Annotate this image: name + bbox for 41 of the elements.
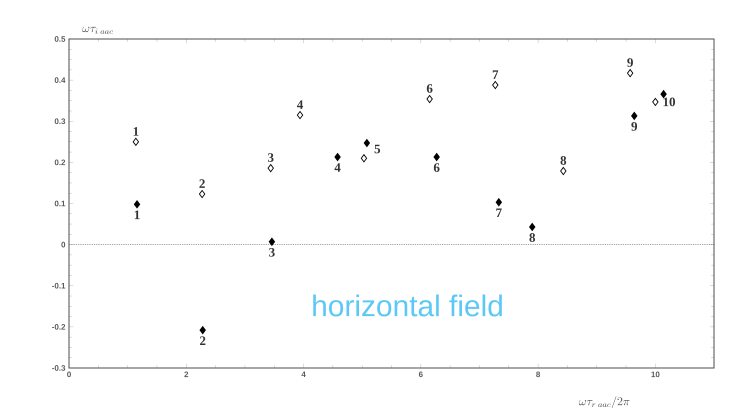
annotation: 8 bbox=[529, 233, 536, 242]
point bbox=[631, 112, 638, 120]
point bbox=[660, 90, 667, 98]
point bbox=[426, 95, 433, 104]
point bbox=[132, 138, 139, 146]
point bbox=[334, 152, 341, 162]
point bbox=[200, 326, 206, 334]
annotation: 8 bbox=[560, 156, 566, 165]
annotation: 1 bbox=[134, 210, 140, 220]
annotation: 2 bbox=[200, 336, 206, 345]
point bbox=[360, 154, 368, 162]
annotation: 4 bbox=[334, 163, 341, 172]
y-axis-title: $\omega\tau_{i\;aac}$ bbox=[82, 26, 113, 34]
point bbox=[529, 222, 536, 231]
point bbox=[434, 152, 440, 162]
point bbox=[560, 166, 566, 176]
point bbox=[496, 198, 502, 206]
annotation: 1 bbox=[134, 127, 138, 136]
annotation: 9 bbox=[631, 122, 638, 131]
point bbox=[268, 238, 276, 246]
x-axis-title: $\omega\tau_{r\;aac}/2\pi$ bbox=[578, 396, 630, 408]
point bbox=[492, 81, 498, 90]
annotation: 7 bbox=[496, 208, 502, 217]
annotation: 3 bbox=[268, 153, 274, 162]
point bbox=[268, 164, 274, 172]
point bbox=[296, 111, 304, 120]
annotation: 2 bbox=[199, 179, 205, 188]
point bbox=[364, 139, 370, 148]
annotation: horizontal field bbox=[313, 294, 502, 316]
annotation: 5 bbox=[374, 144, 380, 154]
point bbox=[198, 190, 206, 198]
annotation: 9 bbox=[627, 58, 633, 67]
point bbox=[134, 200, 140, 208]
point bbox=[652, 98, 659, 106]
point bbox=[627, 69, 634, 78]
annotation: 7 bbox=[492, 70, 498, 79]
annotation: 3 bbox=[269, 248, 275, 257]
annotation: 4 bbox=[296, 100, 304, 109]
annotation: 6 bbox=[434, 163, 440, 172]
annotation: 10 bbox=[664, 98, 676, 106]
annotation: 6 bbox=[426, 84, 432, 93]
